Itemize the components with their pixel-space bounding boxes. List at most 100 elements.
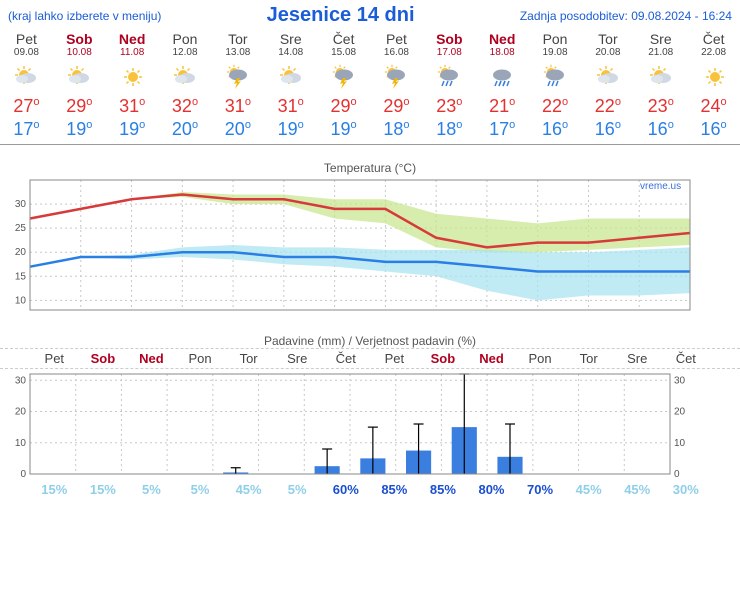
- weather-icon: [687, 62, 740, 92]
- day-name: Sob: [423, 31, 476, 47]
- temp-high: 22o: [529, 96, 582, 117]
- svg-text:20: 20: [15, 247, 27, 258]
- temp-low: 16o: [529, 119, 582, 140]
- temperature-chart: 1015202530vreme.us: [0, 175, 700, 315]
- precip-day-label: Pon: [176, 349, 225, 368]
- day-date: 10.08: [53, 47, 106, 58]
- temp-low: 17o: [0, 119, 53, 140]
- svg-text:20: 20: [674, 407, 686, 418]
- day-col: Tor 13.08 31o 20o: [211, 31, 264, 140]
- temp-high: 29o: [317, 96, 370, 117]
- temp-low: 16o: [687, 119, 740, 140]
- day-name: Čet: [687, 31, 740, 47]
- precip-day-label: Sob: [79, 349, 128, 368]
- day-date: 14.08: [264, 47, 317, 58]
- day-name: Pon: [529, 31, 582, 47]
- precip-percent: 70%: [516, 482, 565, 497]
- day-name: Sre: [634, 31, 687, 47]
- day-col: Čet 22.08 24o 16o: [687, 31, 740, 140]
- precip-percent: 15%: [30, 482, 79, 497]
- day-name: Čet: [317, 31, 370, 47]
- precip-day-label: Ned: [467, 349, 516, 368]
- weather-icon: [476, 62, 529, 92]
- svg-text:0: 0: [20, 469, 26, 479]
- weather-icon: [370, 62, 423, 92]
- weather-icon: [159, 62, 212, 92]
- precip-day-label: Pet: [30, 349, 79, 368]
- precip-day-label: Čet: [321, 349, 370, 368]
- menu-hint: (kraj lahko izberete v meniju): [8, 9, 161, 23]
- day-col: Pet 09.08 27o 17o: [0, 31, 53, 140]
- svg-text:30: 30: [15, 199, 27, 210]
- day-col: Tor 20.08 22o 16o: [581, 31, 634, 140]
- svg-text:10: 10: [15, 295, 27, 306]
- precip-percent: 45%: [613, 482, 662, 497]
- day-date: 17.08: [423, 47, 476, 58]
- day-col: Ned 18.08 21o 17o: [476, 31, 529, 140]
- day-name: Pet: [370, 31, 423, 47]
- day-col: Pon 19.08 22o 16o: [529, 31, 582, 140]
- svg-text:0: 0: [674, 469, 680, 479]
- precip-day-label: Sre: [613, 349, 662, 368]
- day-date: 21.08: [634, 47, 687, 58]
- temp-low: 18o: [370, 119, 423, 140]
- temp-high: 29o: [53, 96, 106, 117]
- day-name: Sob: [53, 31, 106, 47]
- day-col: Sob 10.08 29o 19o: [53, 31, 106, 140]
- temp-high: 31o: [264, 96, 317, 117]
- precip-percent: 30%: [662, 482, 711, 497]
- day-date: 19.08: [529, 47, 582, 58]
- day-date: 13.08: [211, 47, 264, 58]
- weather-icon: [106, 62, 159, 92]
- weather-icon: [634, 62, 687, 92]
- temp-low: 16o: [581, 119, 634, 140]
- svg-text:10: 10: [15, 438, 27, 449]
- temp-high: 31o: [106, 96, 159, 117]
- precip-percent: 45%: [564, 482, 613, 497]
- day-col: Sre 21.08 23o 16o: [634, 31, 687, 140]
- day-name: Ned: [106, 31, 159, 47]
- temp-low: 16o: [634, 119, 687, 140]
- temp-high: 31o: [211, 96, 264, 117]
- day-col: Ned 11.08 31o 19o: [106, 31, 159, 140]
- day-name: Pon: [159, 31, 212, 47]
- precip-day-label: Sob: [419, 349, 468, 368]
- svg-text:10: 10: [674, 438, 686, 449]
- temp-low: 20o: [159, 119, 212, 140]
- day-col: Sre 14.08 31o 19o: [264, 31, 317, 140]
- precip-percent: 5%: [127, 482, 176, 497]
- precip-percent: 60%: [321, 482, 370, 497]
- temp-high: 24o: [687, 96, 740, 117]
- weather-icon: [0, 62, 53, 92]
- svg-text:30: 30: [674, 375, 686, 386]
- precip-percent: 85%: [370, 482, 419, 497]
- day-name: Tor: [211, 31, 264, 47]
- temp-low: 19o: [53, 119, 106, 140]
- day-date: 22.08: [687, 47, 740, 58]
- temp-high: 29o: [370, 96, 423, 117]
- day-date: 09.08: [0, 47, 53, 58]
- svg-text:25: 25: [15, 223, 27, 234]
- precip-percent: 80%: [467, 482, 516, 497]
- weather-icon: [211, 62, 264, 92]
- day-date: 18.08: [476, 47, 529, 58]
- day-col: Pet 16.08 29o 18o: [370, 31, 423, 140]
- precip-percent: 15%: [79, 482, 128, 497]
- precip-day-label: Pet: [370, 349, 419, 368]
- weather-icon: [581, 62, 634, 92]
- precip-day-label: Tor: [224, 349, 273, 368]
- day-date: 11.08: [106, 47, 159, 58]
- day-col: Čet 15.08 29o 19o: [317, 31, 370, 140]
- weather-icon: [317, 62, 370, 92]
- forecast-strip: Pet 09.08 27o 17o Sob 10.08 29o 19o Ned …: [0, 31, 740, 145]
- svg-text:30: 30: [15, 375, 27, 386]
- precip-day-label: Ned: [127, 349, 176, 368]
- day-date: 20.08: [581, 47, 634, 58]
- precip-day-label: Čet: [662, 349, 711, 368]
- temp-low: 18o: [423, 119, 476, 140]
- precip-day-label: Tor: [564, 349, 613, 368]
- weather-icon: [53, 62, 106, 92]
- temp-high: 23o: [423, 96, 476, 117]
- day-name: Tor: [581, 31, 634, 47]
- temp-high: 21o: [476, 96, 529, 117]
